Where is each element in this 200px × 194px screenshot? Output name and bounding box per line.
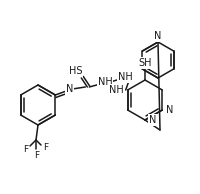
Text: NH: NH <box>109 85 124 95</box>
Text: SH: SH <box>138 58 152 68</box>
Text: F: F <box>34 151 40 159</box>
Text: NH: NH <box>98 77 113 87</box>
Text: HS: HS <box>69 66 82 76</box>
Text: N: N <box>154 31 162 41</box>
Text: F: F <box>23 146 29 154</box>
Text: N: N <box>166 105 174 115</box>
Text: N: N <box>149 115 156 125</box>
Text: N: N <box>66 84 73 94</box>
Text: NH: NH <box>118 72 133 82</box>
Text: F: F <box>43 144 49 152</box>
